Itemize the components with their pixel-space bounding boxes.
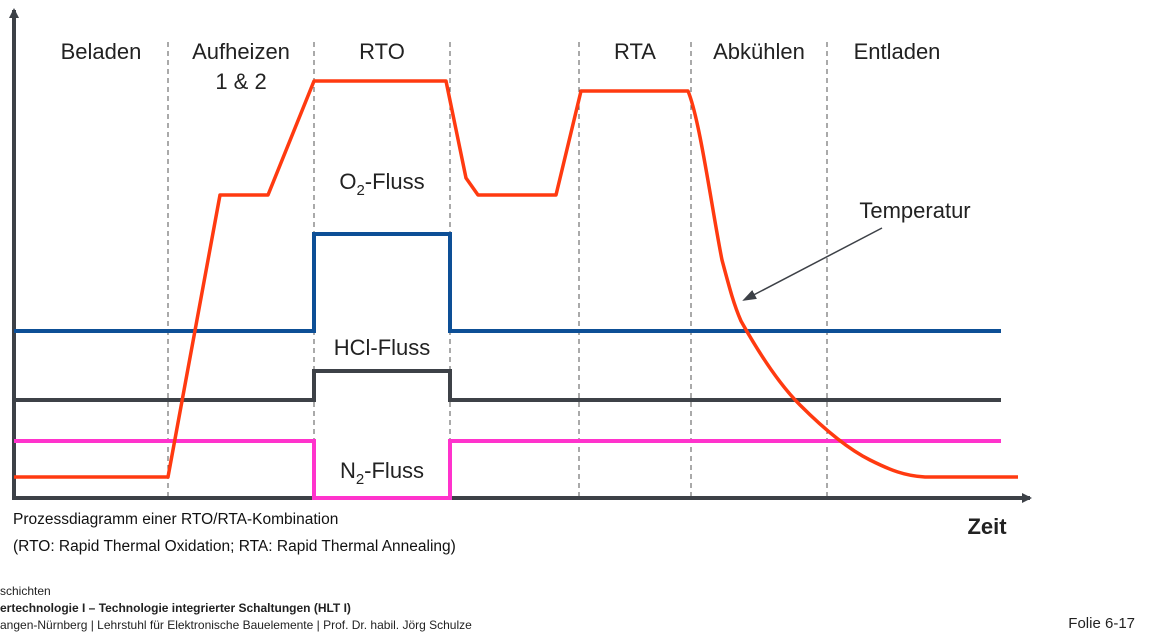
temperature-label: Temperatur bbox=[859, 198, 970, 223]
hcl-flow-line bbox=[14, 369, 1001, 402]
phase-label-rta: RTA bbox=[614, 39, 656, 64]
caption-abbreviations: (RTO: Rapid Thermal Oxidation; RTA: Rapi… bbox=[13, 538, 456, 555]
phase-label-rto: RTO bbox=[359, 39, 405, 64]
phase-label-beladen: Beladen bbox=[61, 39, 142, 64]
n2-main: N bbox=[340, 458, 356, 483]
phase-label-aufheizen-sub: 1 & 2 bbox=[215, 69, 266, 94]
caption-title: Prozessdiagramm einer RTO/RTA-Kombinatio… bbox=[13, 511, 339, 528]
n2-flow-label: N2-Fluss bbox=[340, 458, 424, 488]
phase-label-abkuehlen: Abkühlen bbox=[713, 39, 805, 64]
process-diagram: Beladen Aufheizen 1 & 2 RTO RTA Abkühlen… bbox=[9, 8, 1032, 539]
o2-suffix: -Fluss bbox=[365, 169, 425, 194]
o2-flow-line bbox=[14, 232, 1001, 333]
o2-flow-label: O2-Fluss bbox=[339, 169, 424, 199]
temperature-arrow bbox=[742, 227, 883, 301]
n2-suffix: -Fluss bbox=[364, 458, 424, 483]
footer-institution: angen-Nürnberg | Lehrstuhl für Elektroni… bbox=[0, 618, 472, 632]
footer-chapter: schichten bbox=[0, 584, 51, 598]
phase-label-aufheizen: Aufheizen bbox=[192, 39, 290, 64]
footer-course: ertechnologie I – Technologie integriert… bbox=[0, 601, 351, 615]
o2-subscript: 2 bbox=[356, 182, 364, 199]
x-axis-label: Zeit bbox=[967, 514, 1007, 539]
slide-number: Folie 6-17 bbox=[1068, 615, 1135, 632]
hcl-flow-label: HCl-Fluss bbox=[334, 335, 431, 360]
o2-main: O bbox=[339, 169, 356, 194]
phase-label-entladen: Entladen bbox=[854, 39, 941, 64]
phase-dividers bbox=[167, 42, 828, 500]
n2-flow-line bbox=[14, 439, 1001, 500]
n2-subscript: 2 bbox=[356, 471, 364, 488]
temperature-curve bbox=[14, 79, 1018, 479]
